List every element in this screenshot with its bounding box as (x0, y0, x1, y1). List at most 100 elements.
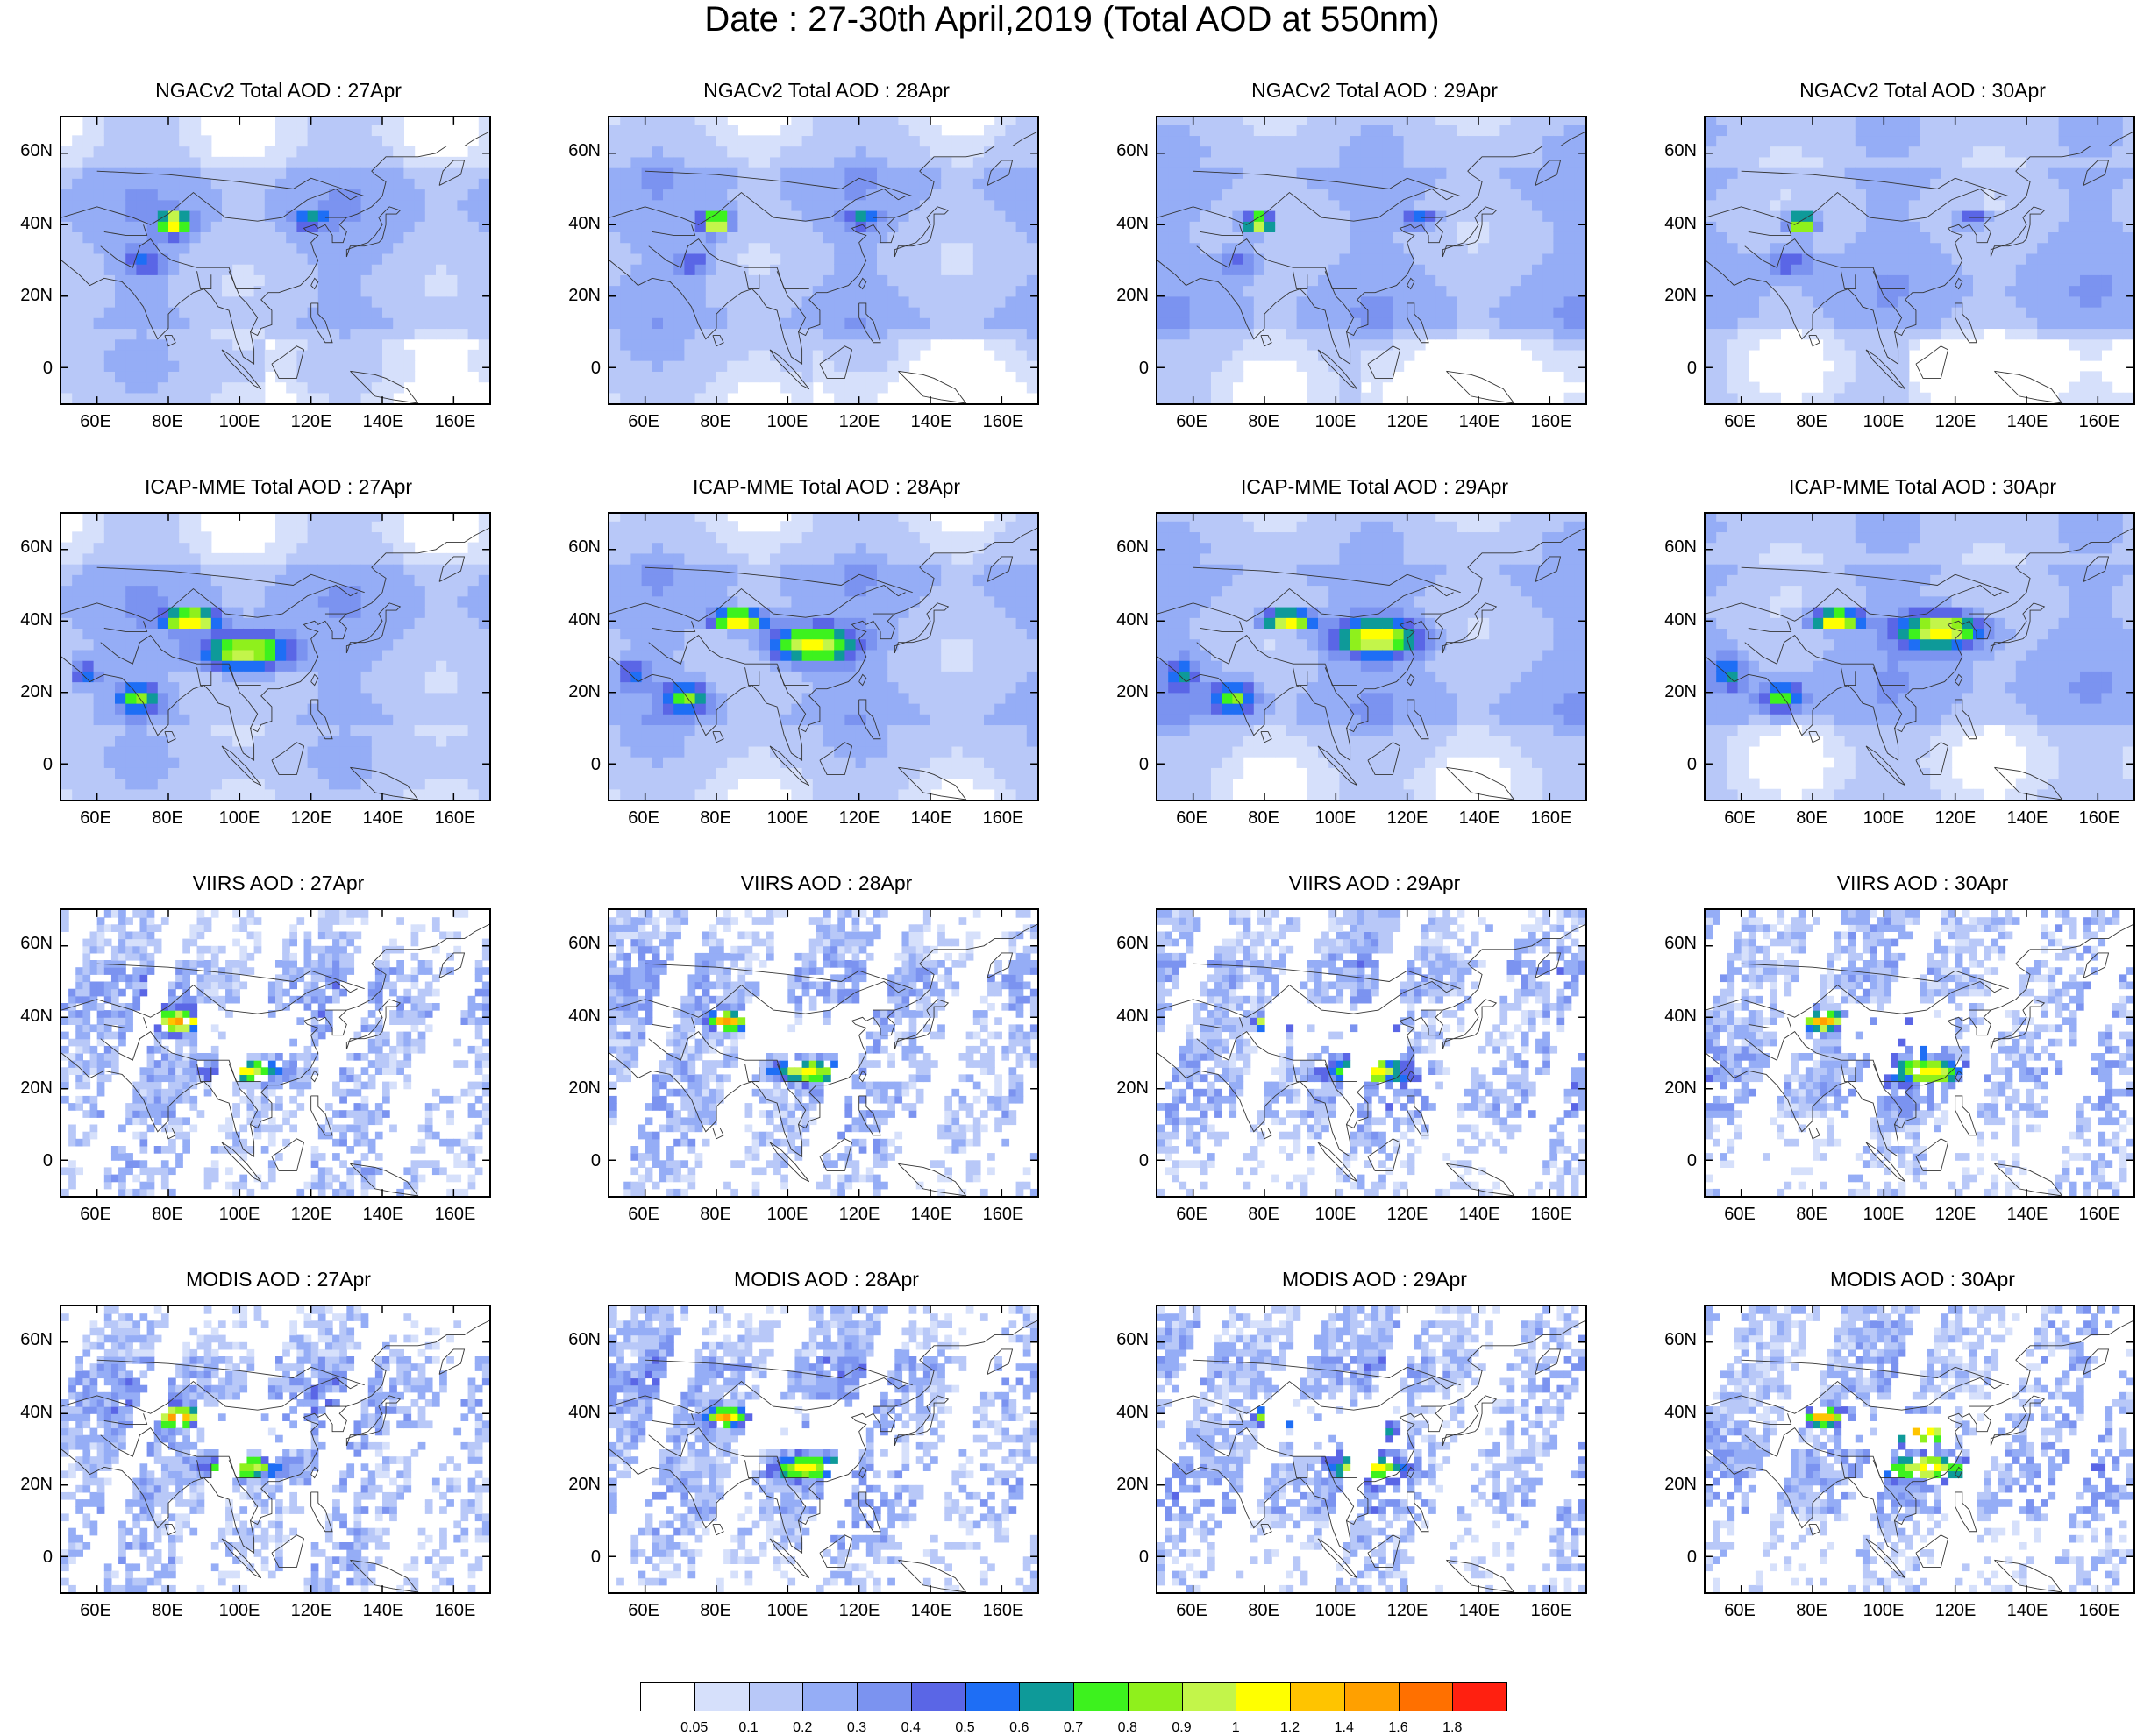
panel-title: ICAP-MME Total AOD : 28Apr (692, 475, 961, 498)
lon-label: 60E (1176, 1601, 1207, 1620)
lat-label: 20N (1116, 286, 1149, 306)
colorbar-cell (1290, 1682, 1345, 1711)
aod-map (60, 512, 491, 801)
aod-map (1156, 908, 1587, 1198)
colorbar-cell (965, 1682, 1021, 1711)
lat-label: 40N (1116, 1402, 1149, 1422)
lat-label: 0 (590, 1547, 601, 1567)
colorbar-label: 0.5 (955, 1720, 975, 1735)
coastlines (1157, 131, 1585, 403)
lon-label: 100E (766, 808, 808, 828)
lat-label: 20N (568, 682, 601, 702)
aod-map (1156, 512, 1587, 801)
lon-label: 80E (1796, 808, 1827, 828)
coastlines (1706, 527, 2133, 800)
lat-label: 40N (1116, 1006, 1149, 1026)
lat-label: 60N (568, 1330, 601, 1350)
lon-label: 140E (362, 1205, 404, 1224)
lat-label: 40N (568, 1402, 601, 1422)
lon-label: 140E (362, 1601, 404, 1620)
lon-label: 140E (362, 412, 404, 431)
lat-label: 40N (568, 609, 601, 630)
lon-label: 160E (2078, 808, 2120, 828)
coastlines (61, 923, 489, 1196)
figure-title: Date : 27-30th April,2019 (Total AOD at … (704, 0, 1440, 39)
lon-label: 160E (434, 1601, 476, 1620)
aod-map (608, 512, 1039, 801)
lat-label: 60N (20, 141, 53, 161)
panel-title: ICAP-MME Total AOD : 29Apr (1240, 475, 1509, 498)
lat-label: 60N (568, 141, 601, 161)
lon-label: 60E (628, 808, 659, 828)
map-panel: ICAP-MME Total AOD : 29Apr 60N 40N 20N 0 60E 8… (1096, 449, 1622, 843)
lat-label: 60N (1664, 537, 1697, 558)
colorbar-cell (694, 1682, 750, 1711)
lon-label: 120E (290, 1601, 332, 1620)
colorbar-cell (1127, 1682, 1183, 1711)
lon-label: 160E (982, 1205, 1024, 1224)
lon-label: 140E (1458, 1601, 1500, 1620)
lat-label: 0 (590, 358, 601, 378)
lat-label: 60N (20, 934, 53, 954)
lon-label: 120E (1386, 1601, 1428, 1620)
lon-label: 100E (1314, 412, 1357, 431)
lon-label: 100E (1863, 808, 1905, 828)
colorbar-cell (1073, 1682, 1129, 1711)
lat-label: 20N (568, 286, 601, 306)
lon-label: 100E (766, 1205, 808, 1224)
aod-field (1157, 1306, 1585, 1592)
lat-label: 0 (42, 358, 53, 378)
colorbar-cell (1398, 1682, 1454, 1711)
lat-label: 20N (1664, 1078, 1697, 1099)
lon-label: 60E (1724, 412, 1756, 431)
lon-label: 160E (1530, 1601, 1572, 1620)
lat-label: 0 (1138, 754, 1149, 774)
lon-label: 120E (1386, 808, 1428, 828)
lon-label: 60E (628, 412, 659, 431)
colorbar (640, 1682, 1507, 1713)
aod-field (609, 910, 1037, 1196)
map-panel: ICAP-MME Total AOD : 30Apr 60N 40N 20N 0 60E 8… (1644, 449, 2144, 843)
colorbar-label: 0.7 (1063, 1720, 1084, 1735)
lat-label: 20N (20, 682, 53, 702)
aod-field (1706, 910, 2133, 1196)
lon-label: 140E (910, 1205, 952, 1224)
lon-label: 100E (1863, 1205, 1905, 1224)
aod-field (1157, 910, 1585, 1196)
lon-label: 160E (982, 1601, 1024, 1620)
colorbar-label: 0.1 (738, 1720, 759, 1735)
lon-label: 60E (1724, 1601, 1756, 1620)
map-panel: VIIRS AOD : 30Apr 60N 40N 20N 0 60E 80E 100E 120… (1644, 845, 2144, 1240)
coastlines (1157, 923, 1585, 1196)
lat-label: 20N (1116, 1475, 1149, 1495)
lat-label: 40N (20, 1006, 53, 1026)
lon-label: 100E (766, 412, 808, 431)
coastlines (1157, 1320, 1585, 1592)
panel-title: VIIRS AOD : 29Apr (1288, 872, 1461, 894)
aod-field (609, 117, 1037, 403)
lat-label: 20N (568, 1078, 601, 1099)
lon-label: 80E (1248, 1205, 1279, 1224)
lat-label: 0 (42, 1150, 53, 1170)
lat-label: 0 (1138, 1547, 1149, 1567)
lat-label: 40N (568, 1006, 601, 1026)
lon-label: 140E (910, 1601, 952, 1620)
aod-map (60, 116, 491, 405)
map-panel: NGACv2 Total AOD : 28Apr 60N 40N 20N 0 60E 80E… (548, 53, 1074, 447)
lon-label: 60E (1176, 808, 1207, 828)
lat-label: 0 (1686, 754, 1697, 774)
lon-label: 60E (80, 412, 111, 431)
lat-label: 40N (1116, 213, 1149, 233)
lon-label: 120E (838, 412, 880, 431)
coastlines (61, 131, 489, 403)
aod-map (608, 908, 1039, 1198)
lon-label: 100E (218, 808, 260, 828)
lon-label: 80E (152, 412, 183, 431)
map-panel: VIIRS AOD : 27Apr 60N 40N 20N 0 60E 80E 100E 120… (0, 845, 526, 1240)
aod-field (61, 514, 489, 800)
lat-label: 60N (568, 537, 601, 558)
colorbar-label: 1.2 (1279, 1720, 1300, 1735)
aod-field (61, 117, 489, 403)
lon-label: 160E (982, 412, 1024, 431)
lon-label: 100E (218, 412, 260, 431)
